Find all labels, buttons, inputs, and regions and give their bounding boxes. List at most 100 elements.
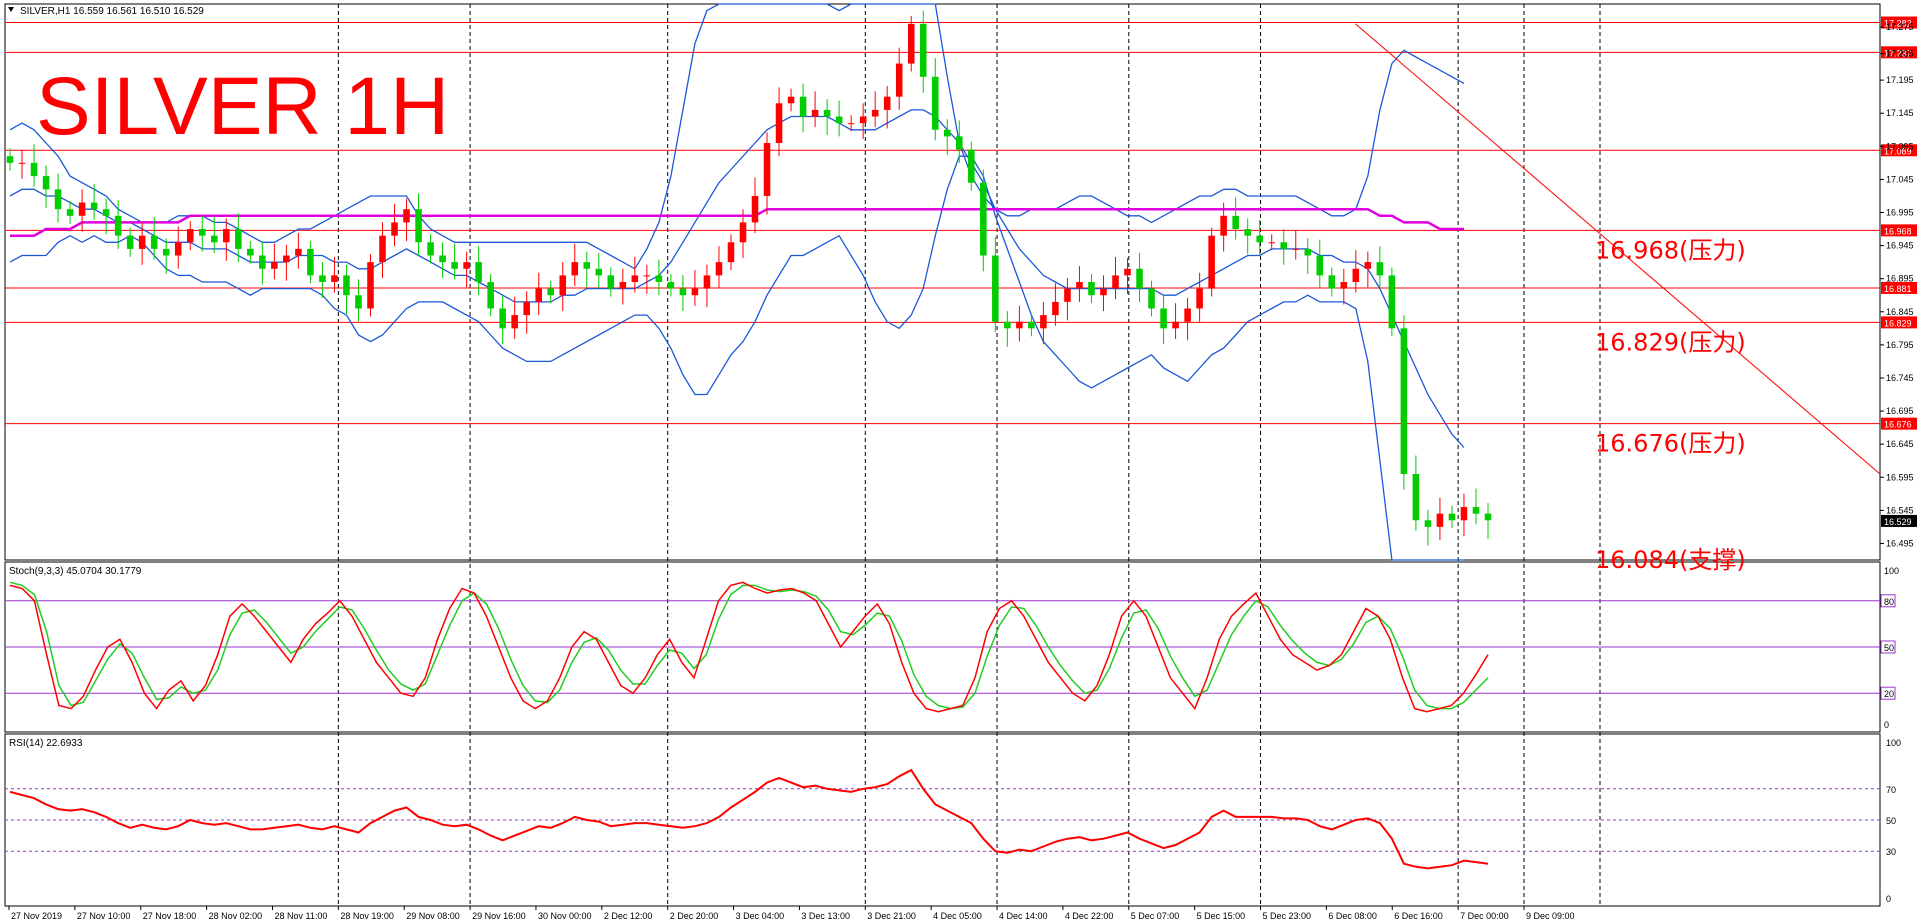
candle-body bbox=[90, 202, 98, 210]
candle-body bbox=[667, 282, 675, 289]
price-axis-label: 16.795 bbox=[1886, 340, 1914, 350]
current-price-tag bbox=[1881, 514, 1917, 527]
candle-body bbox=[1400, 328, 1408, 474]
candle-body bbox=[295, 248, 302, 256]
candle-body bbox=[1304, 248, 1312, 256]
candle-body bbox=[1196, 288, 1203, 309]
level-annotation: 16.829(压力) bbox=[1595, 328, 1746, 356]
candle-body bbox=[186, 229, 194, 243]
level-price-tag bbox=[1881, 224, 1917, 237]
candle-body bbox=[1064, 288, 1071, 302]
header-dropdown-icon[interactable] bbox=[8, 7, 14, 12]
time-axis-label: 6 Dec 08:00 bbox=[1328, 911, 1377, 921]
time-axis-label: 30 Nov 00:00 bbox=[538, 911, 592, 921]
level-price-label: 16.881 bbox=[1884, 284, 1912, 294]
stoch-axis-label: 0 bbox=[1884, 720, 1889, 730]
level-price-tag bbox=[1881, 281, 1917, 294]
candle-body bbox=[30, 162, 38, 177]
candle-body bbox=[883, 96, 891, 110]
candle-body bbox=[1004, 321, 1011, 329]
level-annotation: 16.968(压力) bbox=[1595, 236, 1746, 264]
candle-body bbox=[1292, 248, 1300, 250]
bollinger-upper bbox=[9, 3, 1465, 270]
time-axis-label: 7 Dec 00:00 bbox=[1460, 911, 1509, 921]
time-axis-label: 29 Nov 08:00 bbox=[406, 911, 460, 921]
candle-body bbox=[1340, 282, 1348, 289]
candle-body bbox=[1184, 308, 1191, 322]
candle-body bbox=[1484, 513, 1492, 521]
candle-body bbox=[391, 222, 398, 236]
time-axis-label: 27 Nov 2019 bbox=[11, 911, 62, 921]
price-axis-label: 16.545 bbox=[1886, 505, 1914, 515]
candle-body bbox=[1028, 321, 1035, 329]
time-axis-label: 27 Nov 18:00 bbox=[143, 911, 197, 921]
candle-body bbox=[535, 288, 542, 302]
candle-body bbox=[835, 116, 843, 124]
candle-body bbox=[1100, 288, 1107, 296]
candle-body bbox=[1052, 301, 1059, 316]
time-axis-label: 28 Nov 11:00 bbox=[274, 911, 327, 921]
candle-body bbox=[1424, 520, 1432, 527]
candle-body bbox=[679, 288, 687, 296]
price-axis-label: 17.275 bbox=[1886, 22, 1914, 32]
candle-body bbox=[595, 268, 603, 276]
candle-body bbox=[559, 275, 567, 296]
candle-body bbox=[1328, 275, 1336, 289]
candle-body bbox=[235, 229, 242, 249]
candle-body bbox=[355, 295, 362, 309]
candle-body bbox=[1232, 215, 1239, 230]
candle-body bbox=[1376, 262, 1384, 276]
rsi-axis-label: 50 bbox=[1886, 816, 1896, 826]
candle-body bbox=[691, 288, 699, 296]
symbol-header: SILVER,H1 16.559 16.561 16.510 16.529 bbox=[20, 6, 204, 17]
time-grid bbox=[337, 4, 1601, 906]
price-axis-label: 17.195 bbox=[1886, 75, 1914, 85]
candle-body bbox=[763, 143, 771, 196]
candle-body bbox=[343, 275, 350, 296]
candle-body bbox=[1124, 268, 1131, 276]
level-annotation: 16.084(支撑) bbox=[1595, 546, 1746, 574]
candle-body bbox=[1460, 507, 1468, 521]
level-price-label: 16.676 bbox=[1884, 420, 1912, 430]
candle-body bbox=[78, 202, 86, 216]
level-price-label: 16.829 bbox=[1884, 318, 1912, 328]
candle-body bbox=[6, 156, 14, 163]
candle-body bbox=[943, 129, 951, 137]
stoch-axis-label: 100 bbox=[1884, 566, 1899, 576]
rsi-axis-label: 0 bbox=[1886, 894, 1891, 904]
time-axis-label: 2 Dec 20:00 bbox=[670, 911, 719, 921]
candle-body bbox=[1280, 242, 1288, 249]
time-axis: 27 Nov 2019 27 Nov 10:00 27 Nov 18:00 28 No… bbox=[8, 906, 1575, 921]
price-axis-label: 16.595 bbox=[1886, 472, 1914, 482]
candle-body bbox=[403, 209, 410, 223]
level-price-tag bbox=[1881, 417, 1917, 430]
candle-body bbox=[66, 209, 74, 216]
candle-body bbox=[126, 235, 134, 249]
time-axis-label: 5 Dec 07:00 bbox=[1131, 911, 1180, 921]
price-axis-label: 16.695 bbox=[1886, 406, 1914, 416]
candle-body bbox=[198, 229, 206, 236]
time-axis-label: 4 Dec 14:00 bbox=[999, 911, 1048, 921]
time-axis-label: 5 Dec 23:00 bbox=[1263, 911, 1312, 921]
price-axis-label: 17.235 bbox=[1886, 49, 1914, 59]
candle-body bbox=[739, 222, 747, 243]
price-axis-label: 16.745 bbox=[1886, 373, 1914, 383]
candle-body bbox=[547, 288, 555, 296]
candle-body bbox=[1448, 513, 1456, 521]
candle-body bbox=[1244, 229, 1251, 236]
stoch-level-tag bbox=[1880, 686, 1896, 700]
candle-body bbox=[1208, 235, 1215, 289]
level-price-label: 17.282 bbox=[1884, 19, 1912, 29]
level-price-tag bbox=[1881, 46, 1917, 59]
level-price-tag bbox=[1881, 16, 1917, 29]
current-price-label: 16.529 bbox=[1884, 517, 1912, 527]
stoch-header: Stoch(9,3,3) 45.0704 30.1779 bbox=[9, 566, 142, 577]
candle-body bbox=[114, 215, 122, 236]
stoch-axis-label: 50 bbox=[1884, 643, 1894, 653]
price-axis-label: 16.645 bbox=[1886, 439, 1914, 449]
candle-body bbox=[487, 282, 494, 309]
candle-body bbox=[787, 96, 795, 104]
level-price-tag bbox=[1881, 144, 1917, 157]
candle-body bbox=[138, 235, 146, 249]
